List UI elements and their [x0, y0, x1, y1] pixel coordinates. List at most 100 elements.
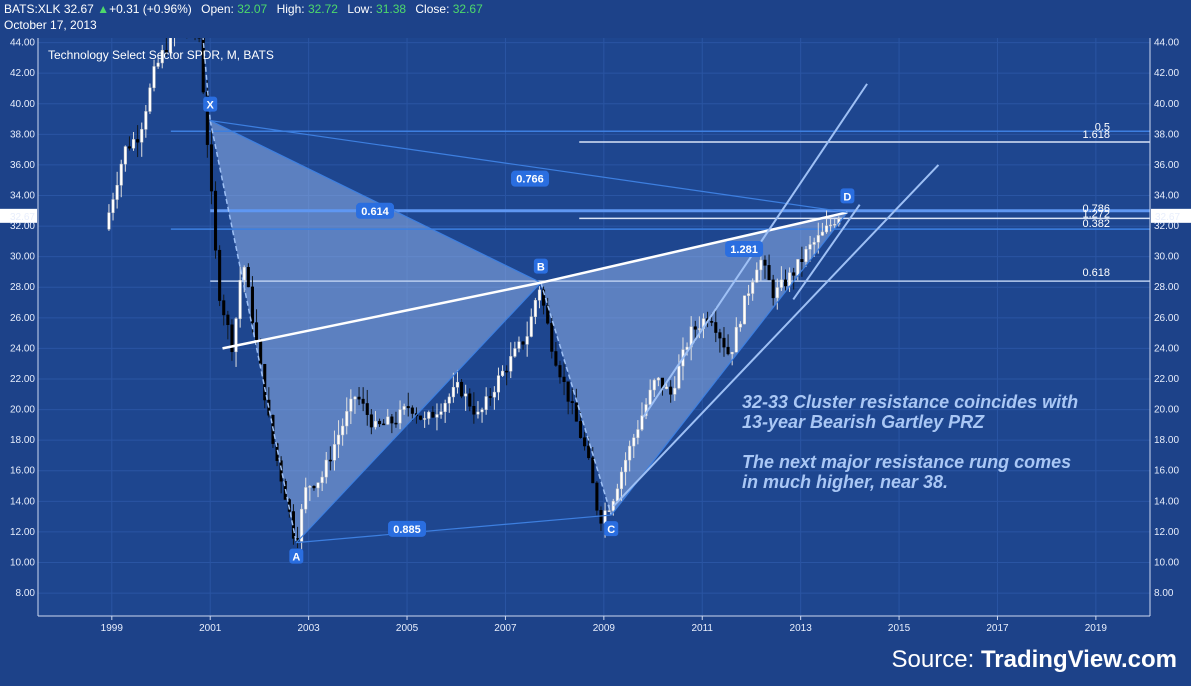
candle-up — [332, 444, 336, 461]
candle-up — [697, 328, 701, 330]
candle-up — [775, 287, 779, 299]
source-brand: TradingView.com — [980, 646, 1177, 673]
candle-up — [316, 482, 320, 489]
candle-down — [164, 50, 168, 53]
candle-up — [398, 409, 402, 424]
y-tick-label-right: 36.00 — [1154, 160, 1179, 171]
y-tick-label-right: 12.00 — [1154, 527, 1179, 538]
candle-down — [562, 376, 566, 382]
x-tick-label: 1999 — [101, 623, 124, 634]
y-tick-label-right: 24.00 — [1154, 343, 1179, 354]
candle-up — [656, 377, 660, 381]
candle-down — [369, 414, 373, 428]
x-tick-label: 2005 — [396, 623, 419, 634]
x-tick-label: 2011 — [691, 623, 713, 634]
candle-up — [533, 300, 537, 317]
candle-down — [554, 351, 558, 366]
candle-up — [140, 129, 144, 143]
high-label: High: — [276, 2, 305, 16]
candle-down — [378, 420, 382, 425]
candle-up — [115, 184, 119, 200]
fib-label-1.272: 1.272 — [1082, 208, 1110, 220]
y-tick-label-right: 32.00 — [1154, 221, 1179, 232]
candle-up — [234, 318, 238, 353]
y-tick-label-left: 20.00 — [10, 405, 35, 416]
candle-up — [624, 459, 628, 473]
candle-up — [751, 282, 755, 294]
candle-up — [628, 445, 632, 461]
note-line-3: The next major resistance rung comes — [742, 452, 1072, 472]
candle-up — [144, 111, 148, 130]
y-tick-label-left: 30.00 — [10, 252, 35, 263]
candle-up — [156, 62, 160, 67]
pattern-point-c-badge — [604, 521, 619, 537]
y-tick-label-right: 14.00 — [1154, 496, 1179, 507]
y-tick-label-left: 22.00 — [10, 374, 35, 385]
candle-down — [726, 346, 730, 355]
candle-down — [226, 314, 230, 326]
candle-down — [197, 38, 201, 39]
leg-bd-extension — [222, 281, 542, 350]
y-tick-label-left: 12.00 — [10, 527, 35, 538]
candle-down — [578, 421, 582, 438]
y-tick-label-left: 44.00 — [10, 38, 35, 49]
note-line-4: in much higher, near 38. — [742, 472, 949, 492]
source-credit: Source: TradingView.com — [892, 646, 1177, 674]
candle-up — [402, 406, 406, 410]
candle-up — [492, 391, 496, 398]
candle-up — [529, 316, 533, 337]
candle-down — [460, 381, 464, 397]
candle-up — [349, 398, 353, 412]
x-tick-label: 2013 — [790, 623, 813, 634]
candle-up — [476, 411, 480, 415]
x-tick-label: 2015 — [888, 623, 911, 634]
chart-title: Technology Select Sector SPDR, M, BATS — [48, 48, 274, 62]
candle-up — [829, 224, 833, 227]
pattern-point-x-label: X — [207, 100, 215, 112]
candle-up — [386, 416, 390, 425]
candle-up — [640, 415, 644, 430]
y-tick-label-left: 28.00 — [10, 282, 35, 293]
candle-down — [570, 401, 574, 404]
fib-label-0.5: 0.5 — [1095, 121, 1110, 133]
low-label: Low: — [347, 2, 373, 16]
ratio-label: 0.885 — [393, 524, 421, 536]
candle-up — [168, 38, 172, 53]
candle-down — [763, 259, 767, 266]
candle-up — [238, 279, 242, 319]
candle-down — [390, 416, 394, 424]
candle-down — [566, 381, 570, 402]
candle-up — [152, 66, 156, 89]
fib-label-1.618: 1.618 — [1082, 129, 1110, 141]
candle-down — [714, 322, 718, 333]
leg-x-lead — [202, 38, 211, 121]
candle-down — [406, 406, 410, 409]
y-tick-label-left: 36.00 — [10, 160, 35, 171]
candle-down — [382, 423, 386, 426]
last-price-tag-left — [0, 208, 37, 223]
leg-bd — [540, 211, 848, 284]
ratio-badge — [511, 170, 550, 187]
y-tick-label-right: 22.00 — [1154, 374, 1179, 385]
fib-label-0.786: 0.786 — [1082, 203, 1110, 215]
candle-down — [505, 370, 509, 373]
candle-up — [788, 272, 792, 287]
candle-up — [345, 411, 349, 427]
candle-up — [742, 295, 747, 325]
date: October 17, 2013 — [4, 18, 97, 32]
pattern-point-x-badge — [203, 96, 218, 112]
candle-up — [648, 389, 652, 405]
candle-up — [423, 418, 427, 420]
candle-down — [472, 406, 476, 415]
open-value: 32.07 — [237, 2, 268, 16]
candle-down — [365, 403, 369, 415]
y-tick-label-right: 34.00 — [1154, 190, 1179, 201]
ratio-badge — [356, 202, 395, 219]
y-tick-label-right: 16.00 — [1154, 466, 1179, 477]
candle-up — [730, 351, 734, 355]
pattern-point-d-label: D — [843, 191, 851, 203]
y-tick-label-left: 38.00 — [10, 129, 35, 140]
candle-down — [279, 460, 283, 482]
y-tick-label-left: 10.00 — [10, 557, 35, 568]
